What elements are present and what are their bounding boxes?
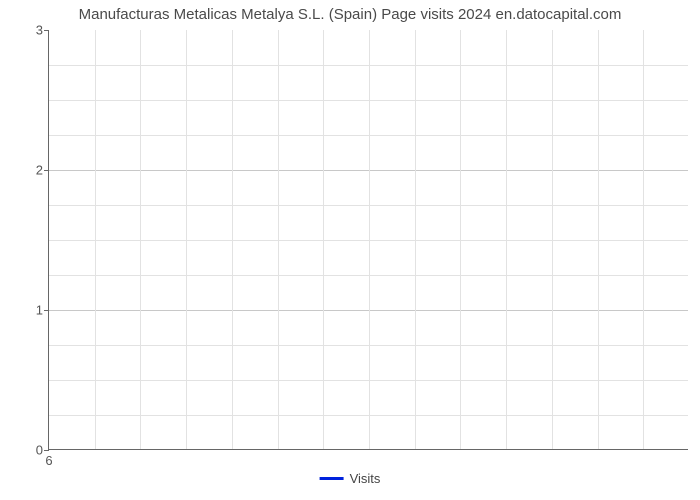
y-tick-label: 3 (36, 23, 43, 38)
gridline-v-minor (95, 30, 96, 449)
gridline-v-minor (323, 30, 324, 449)
x-tick-label: 6 (45, 453, 52, 468)
y-tick-mark (44, 450, 49, 451)
y-tick-label: 0 (36, 443, 43, 458)
gridline-v-minor (552, 30, 553, 449)
plot-area: 01236 (48, 30, 688, 450)
y-tick-label: 1 (36, 303, 43, 318)
gridline-v-minor (643, 30, 644, 449)
chart-container: Manufacturas Metalicas Metalya S.L. (Spa… (0, 0, 700, 500)
gridline-v-minor (186, 30, 187, 449)
gridline-v-minor (278, 30, 279, 449)
chart-title: Manufacturas Metalicas Metalya S.L. (Spa… (0, 6, 700, 23)
legend-label: Visits (350, 471, 381, 486)
legend-swatch (320, 477, 344, 480)
legend: Visits (320, 471, 381, 486)
gridline-v-minor (506, 30, 507, 449)
gridline-v-minor (232, 30, 233, 449)
gridline-v-minor (598, 30, 599, 449)
y-tick-mark (44, 310, 49, 311)
y-tick-mark (44, 30, 49, 31)
gridline-v-minor (415, 30, 416, 449)
y-tick-label: 2 (36, 163, 43, 178)
y-tick-mark (44, 170, 49, 171)
gridline-v-minor (460, 30, 461, 449)
gridline-v-minor (140, 30, 141, 449)
gridline-v-minor (369, 30, 370, 449)
